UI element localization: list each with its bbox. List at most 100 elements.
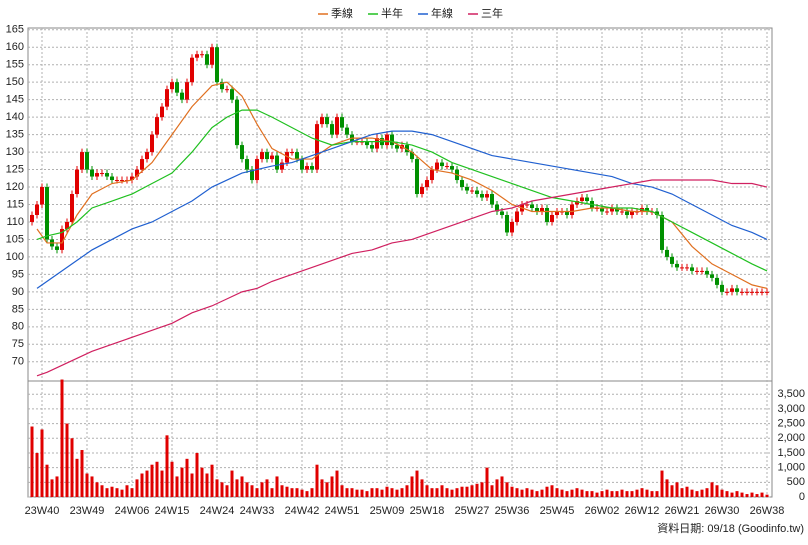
candle-body <box>310 166 314 170</box>
candle-body <box>500 211 504 215</box>
candle-body <box>305 166 309 170</box>
volume-bar <box>140 473 144 497</box>
candle-body <box>40 187 44 205</box>
candle-body <box>215 47 219 83</box>
volume-bar <box>35 452 39 497</box>
candle-body <box>765 291 769 293</box>
volume-bar <box>265 479 269 497</box>
candle-body <box>70 194 74 222</box>
volume-bar <box>325 482 329 497</box>
candle-body <box>240 145 244 160</box>
candle-body <box>65 221 69 229</box>
y-tick-label: 115 <box>6 198 24 210</box>
volume-bar <box>250 485 254 497</box>
volume-bar <box>680 488 684 497</box>
volume-bar <box>135 479 139 497</box>
volume-bar <box>430 488 434 497</box>
volume-bar <box>370 488 374 497</box>
y2-tick-label: 500 <box>787 476 805 488</box>
candle-body <box>290 152 294 154</box>
volume-bar <box>675 482 679 497</box>
volume-bar <box>290 488 294 497</box>
y-tick-label: 85 <box>12 303 24 315</box>
volume-bar <box>735 491 739 497</box>
y-tick-label: 105 <box>6 233 24 245</box>
candle-body <box>345 127 349 135</box>
volume-bar <box>700 489 704 497</box>
candle-body <box>730 288 734 292</box>
volume-bar <box>310 488 314 497</box>
volume-bar <box>560 489 564 497</box>
volume-bar <box>665 479 669 497</box>
x-tick-label: 26W30 <box>705 505 740 517</box>
volume-bar <box>745 494 749 497</box>
volume-bar <box>630 491 634 497</box>
volume-bar <box>90 476 94 497</box>
candle-body <box>75 169 79 195</box>
candle-body <box>370 145 374 149</box>
volume-bar <box>490 485 494 497</box>
legend-label: 季線 <box>331 6 353 20</box>
volume-bar <box>170 461 174 497</box>
candle-body <box>60 228 64 250</box>
volume-bar <box>360 489 364 497</box>
y-tick-label: 150 <box>6 76 24 88</box>
ma-line <box>36 81 768 289</box>
volume-bar <box>40 429 44 497</box>
candle-body <box>580 197 584 202</box>
volume-bar <box>755 494 759 497</box>
candle-body <box>525 204 529 206</box>
candle-body <box>280 162 284 170</box>
volume-bar <box>235 479 239 497</box>
candle-body <box>95 173 99 177</box>
volume-bar <box>375 488 379 497</box>
candle-body <box>485 194 489 198</box>
volume-bar <box>605 489 609 497</box>
candle-body <box>655 211 659 215</box>
y-tick-label: 100 <box>6 251 24 263</box>
x-tick-label: 25W18 <box>410 505 445 517</box>
candle-body <box>210 47 214 65</box>
x-tick-label: 25W09 <box>370 505 405 517</box>
volume-bar <box>570 489 574 497</box>
volume-bar <box>470 485 474 497</box>
y-tick-label: 125 <box>6 163 24 175</box>
volume-bar <box>30 426 34 497</box>
volume-bar <box>655 491 659 497</box>
volume-bar <box>660 470 664 497</box>
volume-bar <box>315 464 319 497</box>
volume-bar <box>70 438 74 497</box>
y-tick-label: 145 <box>6 94 24 106</box>
candle-body <box>385 134 389 146</box>
x-tick-label: 25W27 <box>455 505 490 517</box>
candle-body <box>145 152 149 160</box>
candle-body <box>270 155 274 160</box>
volume-bar <box>50 479 54 497</box>
y-tick-label: 75 <box>12 338 24 350</box>
candle-body <box>630 211 634 215</box>
volume-bar <box>545 486 549 497</box>
volume-bar <box>720 489 724 497</box>
candle-body <box>185 82 189 100</box>
candle-body <box>225 89 229 91</box>
y-tick-label: 135 <box>6 129 24 141</box>
volume-bar <box>460 486 464 497</box>
candle-body <box>715 277 719 285</box>
candle-body <box>115 180 119 182</box>
candle-body <box>285 152 289 163</box>
candle-body <box>515 211 519 222</box>
candle-body <box>725 291 729 293</box>
candle-body <box>90 169 94 177</box>
candle-body <box>660 214 664 250</box>
volume-bar <box>440 485 444 497</box>
candle-body <box>600 207 604 212</box>
candle-body <box>490 194 494 205</box>
volume-bar <box>215 479 219 497</box>
candle-body <box>30 214 34 222</box>
volume-bar <box>730 492 734 497</box>
volume-bar <box>55 476 59 497</box>
volume-bar <box>765 494 769 497</box>
x-tick-label: 25W36 <box>495 505 530 517</box>
volume-bar <box>385 486 389 497</box>
candle-body <box>265 152 269 160</box>
